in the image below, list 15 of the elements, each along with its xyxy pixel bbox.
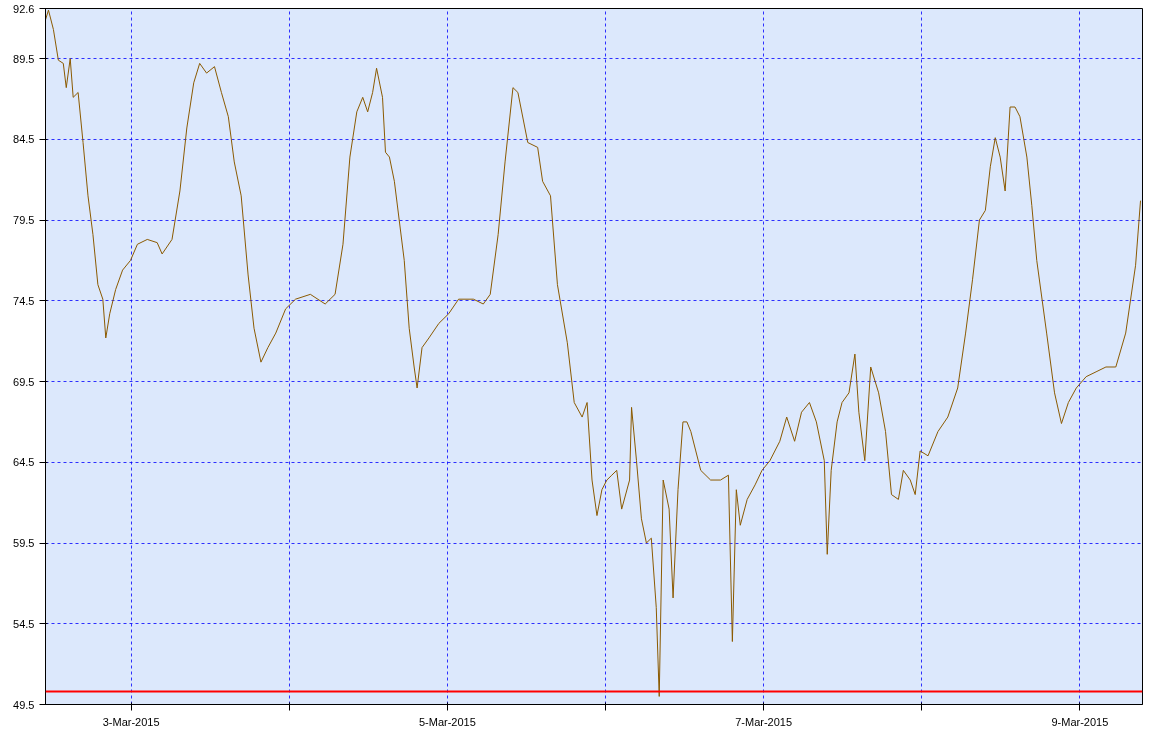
y-tick-label: 59.5 xyxy=(13,537,35,550)
y-tick-label: 54.5 xyxy=(13,617,35,630)
y-tick-label: 64.5 xyxy=(13,456,35,469)
x-tick-label: 7-Mar-2015 xyxy=(735,715,793,728)
y-tick-label: 84.5 xyxy=(13,133,35,146)
line-series xyxy=(45,9,1142,697)
y-tick-label: 49.5 xyxy=(13,698,35,711)
y-tick-label: 74.5 xyxy=(13,294,35,307)
y-tick-label: 92.6 xyxy=(13,2,35,15)
x-tick-label: 3-Mar-2015 xyxy=(102,715,160,728)
y-tick-label: 89.5 xyxy=(13,52,35,65)
y-tick-label: 79.5 xyxy=(13,214,35,227)
x-tick-label: 5-Mar-2015 xyxy=(418,715,476,728)
x-tick-label: 9-Mar-2015 xyxy=(1051,715,1109,728)
y-tick-label: 69.5 xyxy=(13,375,35,388)
